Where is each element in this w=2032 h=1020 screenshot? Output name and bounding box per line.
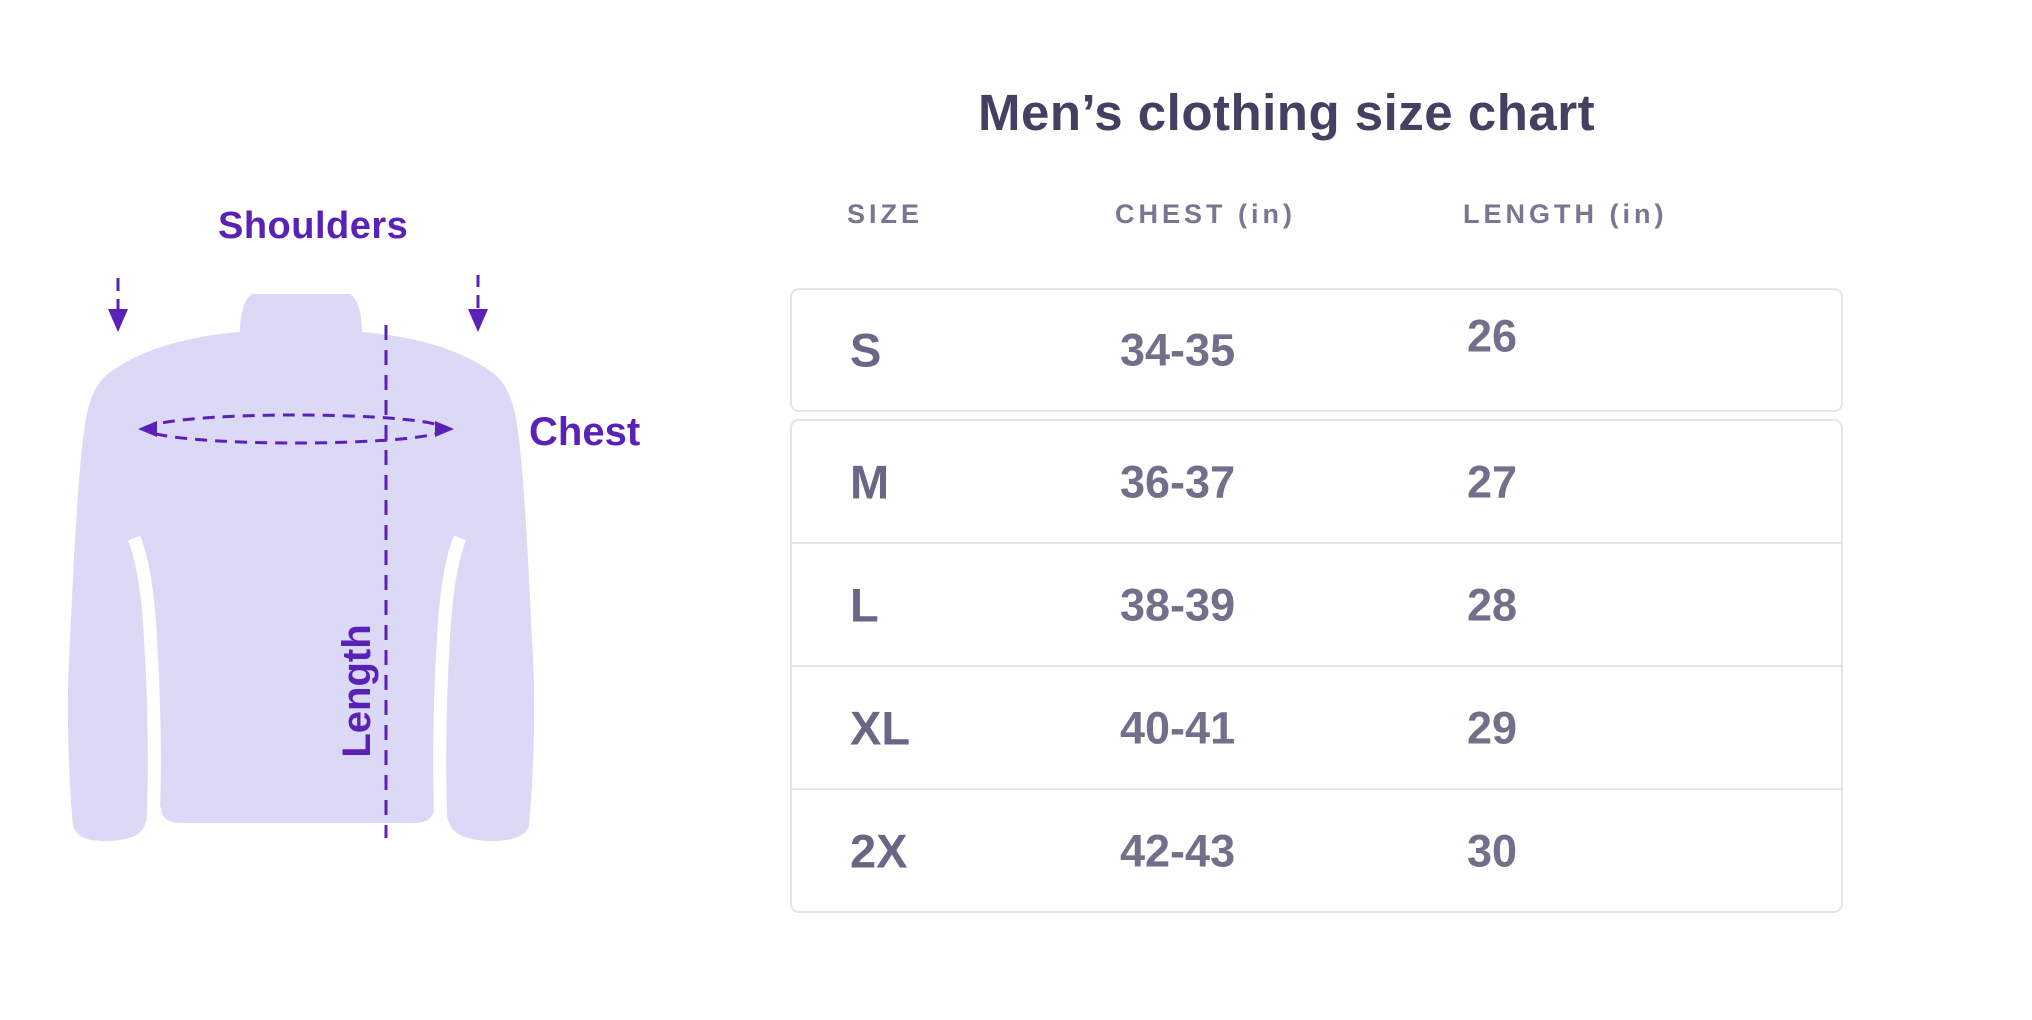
left-sleeve-seam <box>127 535 161 849</box>
chest-value: 38-39 <box>1120 579 1236 630</box>
size-value: M <box>850 455 890 508</box>
chest-value: 40-41 <box>1120 702 1236 753</box>
page-title: Men’s clothing size chart <box>978 84 1596 141</box>
length-value: 28 <box>1467 579 1518 630</box>
table-row: XL 40-41 29 <box>792 665 1841 788</box>
table-row-group-bottom: M 36-37 27 L 38-39 28 XL 40-41 29 2X 42-… <box>790 419 1843 913</box>
chest-value: 36-37 <box>1120 456 1236 507</box>
table-row: S 34-35 26 <box>792 290 1841 410</box>
chest-value: 34-35 <box>1120 324 1236 376</box>
shirt-silhouette <box>67 294 535 841</box>
length-value: 29 <box>1467 702 1518 753</box>
length-value: 26 <box>1467 310 1518 362</box>
chest-label: Chest <box>529 410 641 454</box>
shoulders-left-arrowhead-icon <box>108 309 128 332</box>
length-value: 30 <box>1467 825 1518 876</box>
length-value: 27 <box>1467 456 1518 507</box>
size-value: XL <box>850 701 911 754</box>
size-value: L <box>850 578 879 631</box>
table-row: M 36-37 27 <box>792 421 1841 542</box>
chest-right-arrowhead-icon <box>435 421 454 437</box>
chest-value: 42-43 <box>1120 825 1236 876</box>
right-sleeve-seam <box>433 535 467 849</box>
shoulders-right-arrowhead-icon <box>468 309 488 332</box>
shoulders-label: Shoulders <box>218 205 409 247</box>
length-label: Length <box>335 624 379 758</box>
size-value: 2X <box>850 824 908 877</box>
table-row: L 38-39 28 <box>792 542 1841 665</box>
column-header-length: LENGTH (in) <box>1463 199 1668 229</box>
table-row: 2X 42-43 30 <box>792 788 1841 911</box>
size-value: S <box>850 323 882 377</box>
shoulders-bracket-dashed-line <box>116 275 480 312</box>
column-header-size: SIZE <box>847 199 924 229</box>
chest-left-arrowhead-icon <box>138 421 157 437</box>
shirt-diagram <box>67 275 535 849</box>
table-row-group-top: S 34-35 26 <box>790 288 1843 412</box>
column-header-chest: CHEST (in) <box>1115 199 1296 229</box>
